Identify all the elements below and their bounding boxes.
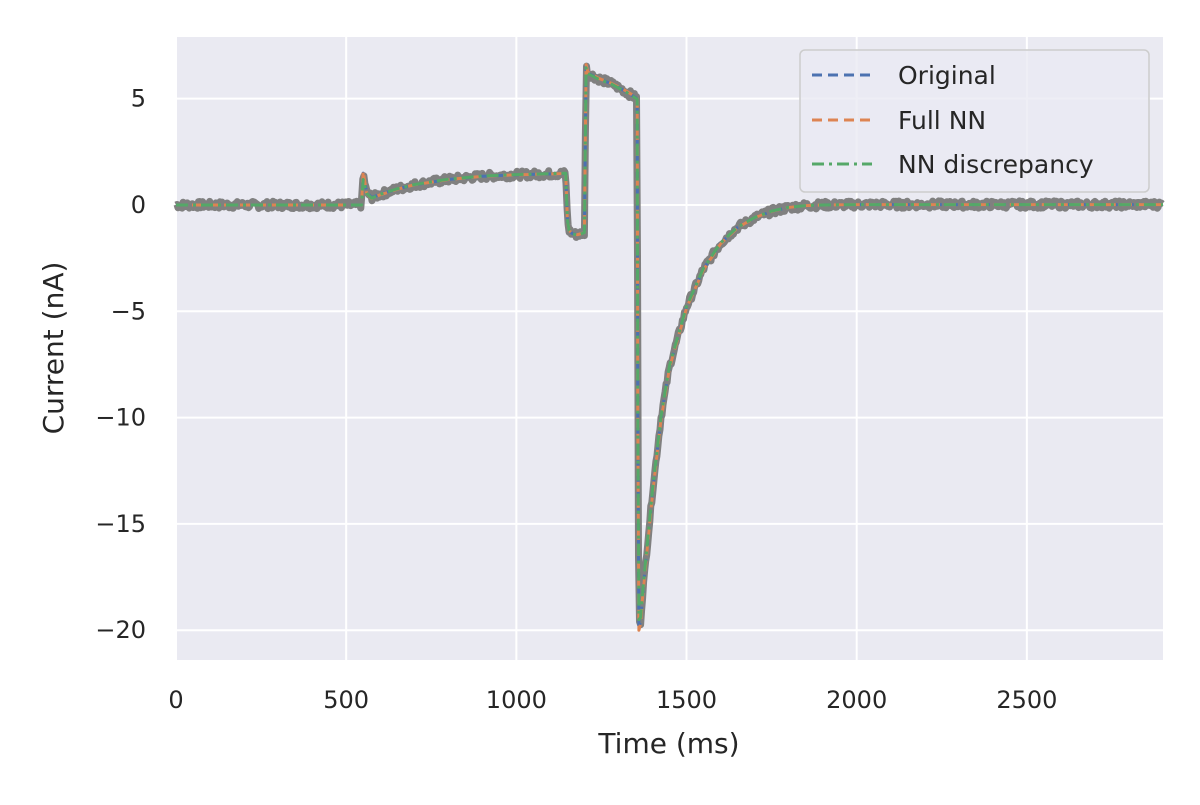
series-line-nn-discrepancy (176, 66, 1163, 622)
series-lines (176, 63, 1163, 632)
y-tick-label: −5 (111, 297, 146, 325)
y-tick-label: −10 (95, 404, 146, 432)
legend-label-original: Original (898, 61, 996, 90)
legend-box (799, 49, 1150, 193)
legend-label-full-nn: Full NN (898, 106, 986, 135)
y-tick-label: −20 (95, 616, 146, 644)
x-tick-label: 1000 (486, 686, 547, 714)
x-tick-label: 1500 (656, 686, 717, 714)
x-tick-label: 2000 (826, 686, 887, 714)
x-axis-label: Time (ms) (597, 727, 739, 760)
y-tick-label: 5 (131, 85, 146, 113)
legend: Original Full NN NN discrepancy (799, 49, 1150, 193)
x-tick-label: 2500 (996, 686, 1057, 714)
y-tick-label: −15 (95, 510, 146, 538)
x-tick-label: 500 (323, 686, 369, 714)
y-axis-label: Current (nA) (37, 262, 70, 435)
y-tick-label: 0 (131, 191, 146, 219)
x-tick-label: 0 (168, 686, 183, 714)
tick-labels: 0 500 1000 1500 2000 2500 5 0 −5 −10 −15 −20 (95, 85, 1057, 714)
legend-label-nn-discrepancy: NN discrepancy (898, 150, 1094, 179)
